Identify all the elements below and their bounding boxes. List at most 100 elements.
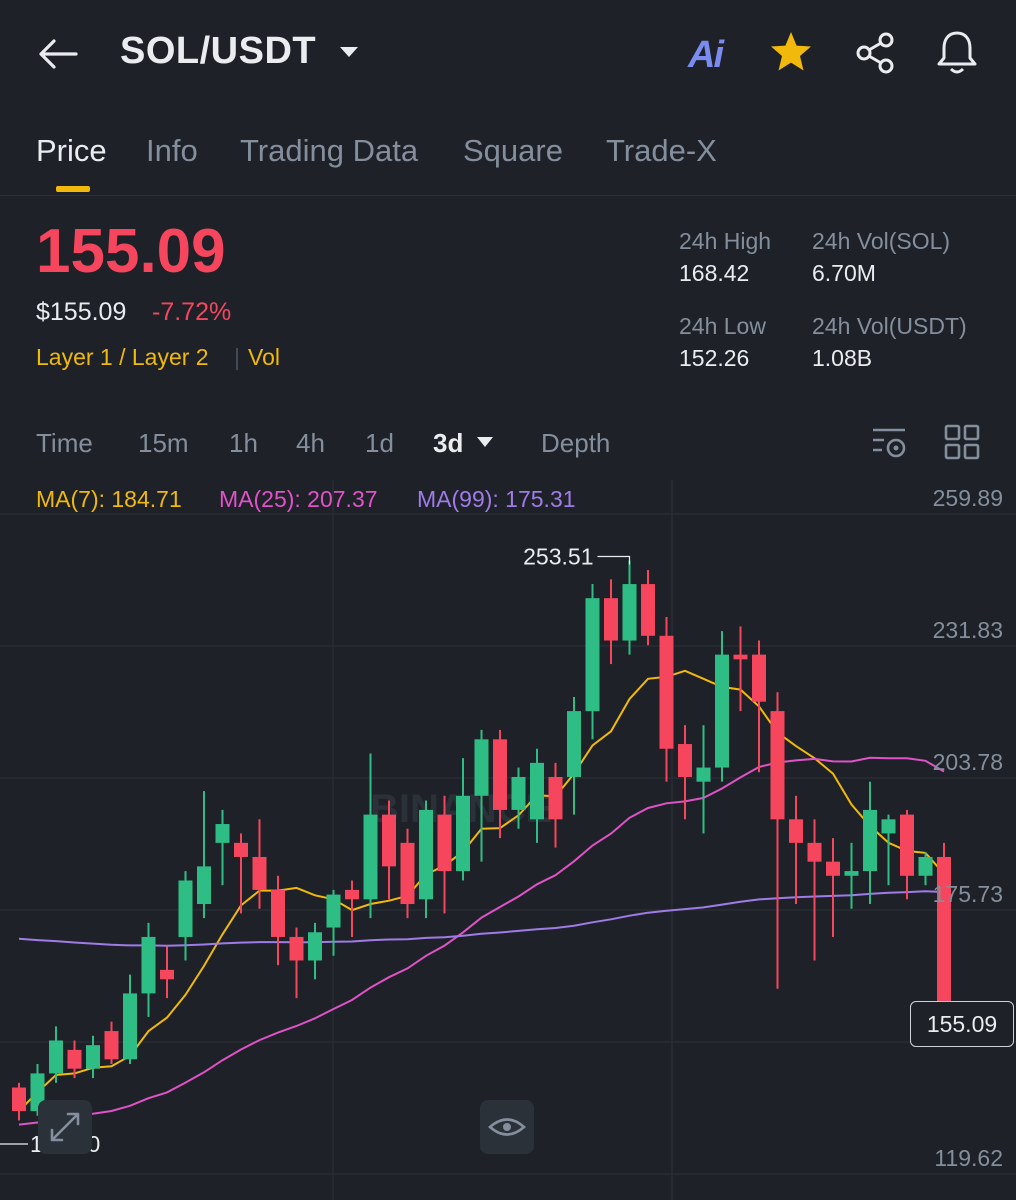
candle-body — [530, 762, 544, 820]
candle-body — [493, 739, 507, 810]
candle-body — [141, 936, 156, 994]
tag-vol[interactable]: Vol — [248, 344, 280, 370]
candle-body — [937, 856, 951, 1008]
chevron-down-icon[interactable] — [338, 44, 360, 60]
candle-body — [585, 598, 600, 712]
candle-body — [419, 809, 433, 900]
tag-layer[interactable]: Layer 1 / Layer 2 — [36, 344, 209, 370]
interval-time[interactable]: Time — [36, 428, 93, 458]
candle-body — [807, 842, 822, 862]
tab-trading-data[interactable]: Trading Data — [240, 133, 419, 168]
candle-body — [548, 776, 563, 820]
y-tick-label: 203.78 — [933, 749, 1003, 775]
candle-body — [511, 776, 526, 810]
tab-square[interactable]: Square — [463, 133, 563, 168]
vol-base-label: 24h Vol(SOL) — [812, 228, 951, 254]
interval-3d[interactable]: 3d — [433, 428, 464, 458]
y-tick-label: 175.73 — [933, 881, 1003, 907]
candle-body — [474, 739, 489, 796]
ma99-line — [18, 890, 945, 947]
candle-body — [641, 584, 655, 636]
chart-grid — [0, 480, 1016, 1200]
layout-grid-icon[interactable] — [944, 424, 980, 460]
price-usd: $155.09 — [36, 298, 127, 326]
candle-body — [622, 584, 637, 641]
ma7-label: MA(7): 184.71 — [36, 486, 182, 512]
interval-dropdown-icon[interactable] — [476, 436, 494, 448]
vol-base-value: 6.70M — [812, 260, 876, 286]
eye-icon — [488, 1118, 526, 1136]
ma25-label: MA(25): 207.37 — [219, 486, 378, 512]
candle-body — [659, 635, 674, 749]
candle-body — [696, 767, 711, 782]
y-tick-label: 231.83 — [933, 617, 1003, 643]
candle-body — [308, 932, 322, 961]
high-label: 24h High — [679, 228, 772, 254]
expand-icon — [50, 1112, 80, 1142]
low-label: 24h Low — [679, 313, 766, 339]
candle-body — [86, 1045, 100, 1069]
share-icon[interactable] — [852, 30, 898, 76]
candle-body — [12, 1087, 26, 1112]
last-price-tag: 155.09 — [910, 1001, 1014, 1047]
active-tab-indicator — [56, 186, 90, 192]
candle-body — [104, 1031, 119, 1060]
interval-1h[interactable]: 1h — [229, 428, 258, 458]
candle-body — [789, 819, 803, 843]
candle-body — [826, 861, 840, 876]
candle-body — [844, 871, 859, 876]
interval-bar: Time 15m 1h 4h 1d 3d Depth — [0, 410, 1016, 480]
candle-body — [215, 824, 230, 843]
price-chart[interactable]: BINANCE 259.89231.83203.78175.73147.6811… — [0, 480, 1016, 1200]
tab-info[interactable]: Info — [146, 133, 198, 168]
interval-1d[interactable]: 1d — [365, 428, 394, 458]
candle-body — [456, 795, 470, 872]
candle-body — [881, 819, 896, 834]
candle-body — [160, 969, 174, 980]
high-marker-line — [597, 555, 631, 565]
high-value: 168.42 — [679, 260, 750, 286]
expand-chart-button[interactable] — [38, 1100, 92, 1154]
candle-body — [289, 936, 304, 961]
tab-price[interactable]: Price — [36, 133, 107, 168]
candle-body — [49, 1040, 63, 1074]
candle-body — [234, 842, 248, 857]
ma99-label: MA(99): 175.31 — [417, 486, 576, 512]
interval-depth[interactable]: Depth — [541, 428, 611, 458]
bell-icon[interactable] — [934, 28, 980, 76]
candle-body — [67, 1049, 82, 1069]
star-icon[interactable] — [768, 30, 814, 74]
candle-body — [770, 711, 785, 820]
price-change: -7.72% — [152, 298, 232, 326]
y-tick-label: 259.89 — [933, 485, 1003, 511]
high-marker-label: 253.51 — [523, 544, 593, 570]
toggle-visibility-button[interactable] — [480, 1100, 534, 1154]
chart-settings-icon[interactable] — [870, 424, 908, 460]
last-price: 155.09 — [36, 217, 226, 286]
candle-body — [271, 889, 285, 937]
candle-body — [900, 814, 914, 876]
top-bar: SOL/USDT Ai — [0, 0, 1016, 105]
candle-body — [123, 993, 137, 1060]
back-arrow-icon[interactable] — [36, 32, 80, 76]
candle-body — [918, 856, 933, 876]
candle-body — [752, 654, 766, 702]
interval-15m[interactable]: 15m — [138, 428, 189, 458]
candle-body — [567, 711, 581, 777]
candle-body — [678, 744, 692, 777]
candle-body — [252, 856, 267, 890]
low-value: 152.26 — [679, 345, 750, 371]
candle-body — [400, 842, 415, 905]
y-tick-label: 119.62 — [934, 1145, 1003, 1171]
candle-body — [863, 809, 877, 872]
tab-trade-x[interactable]: Trade-X — [606, 133, 717, 168]
candle-body — [345, 889, 359, 900]
ai-icon[interactable]: Ai — [688, 34, 724, 76]
ma25-line — [18, 756, 945, 1126]
interval-4h[interactable]: 4h — [296, 428, 325, 458]
pair-title[interactable]: SOL/USDT — [120, 30, 317, 72]
candle-body — [715, 654, 729, 768]
candle-body — [197, 866, 211, 905]
candle-body — [382, 814, 396, 867]
